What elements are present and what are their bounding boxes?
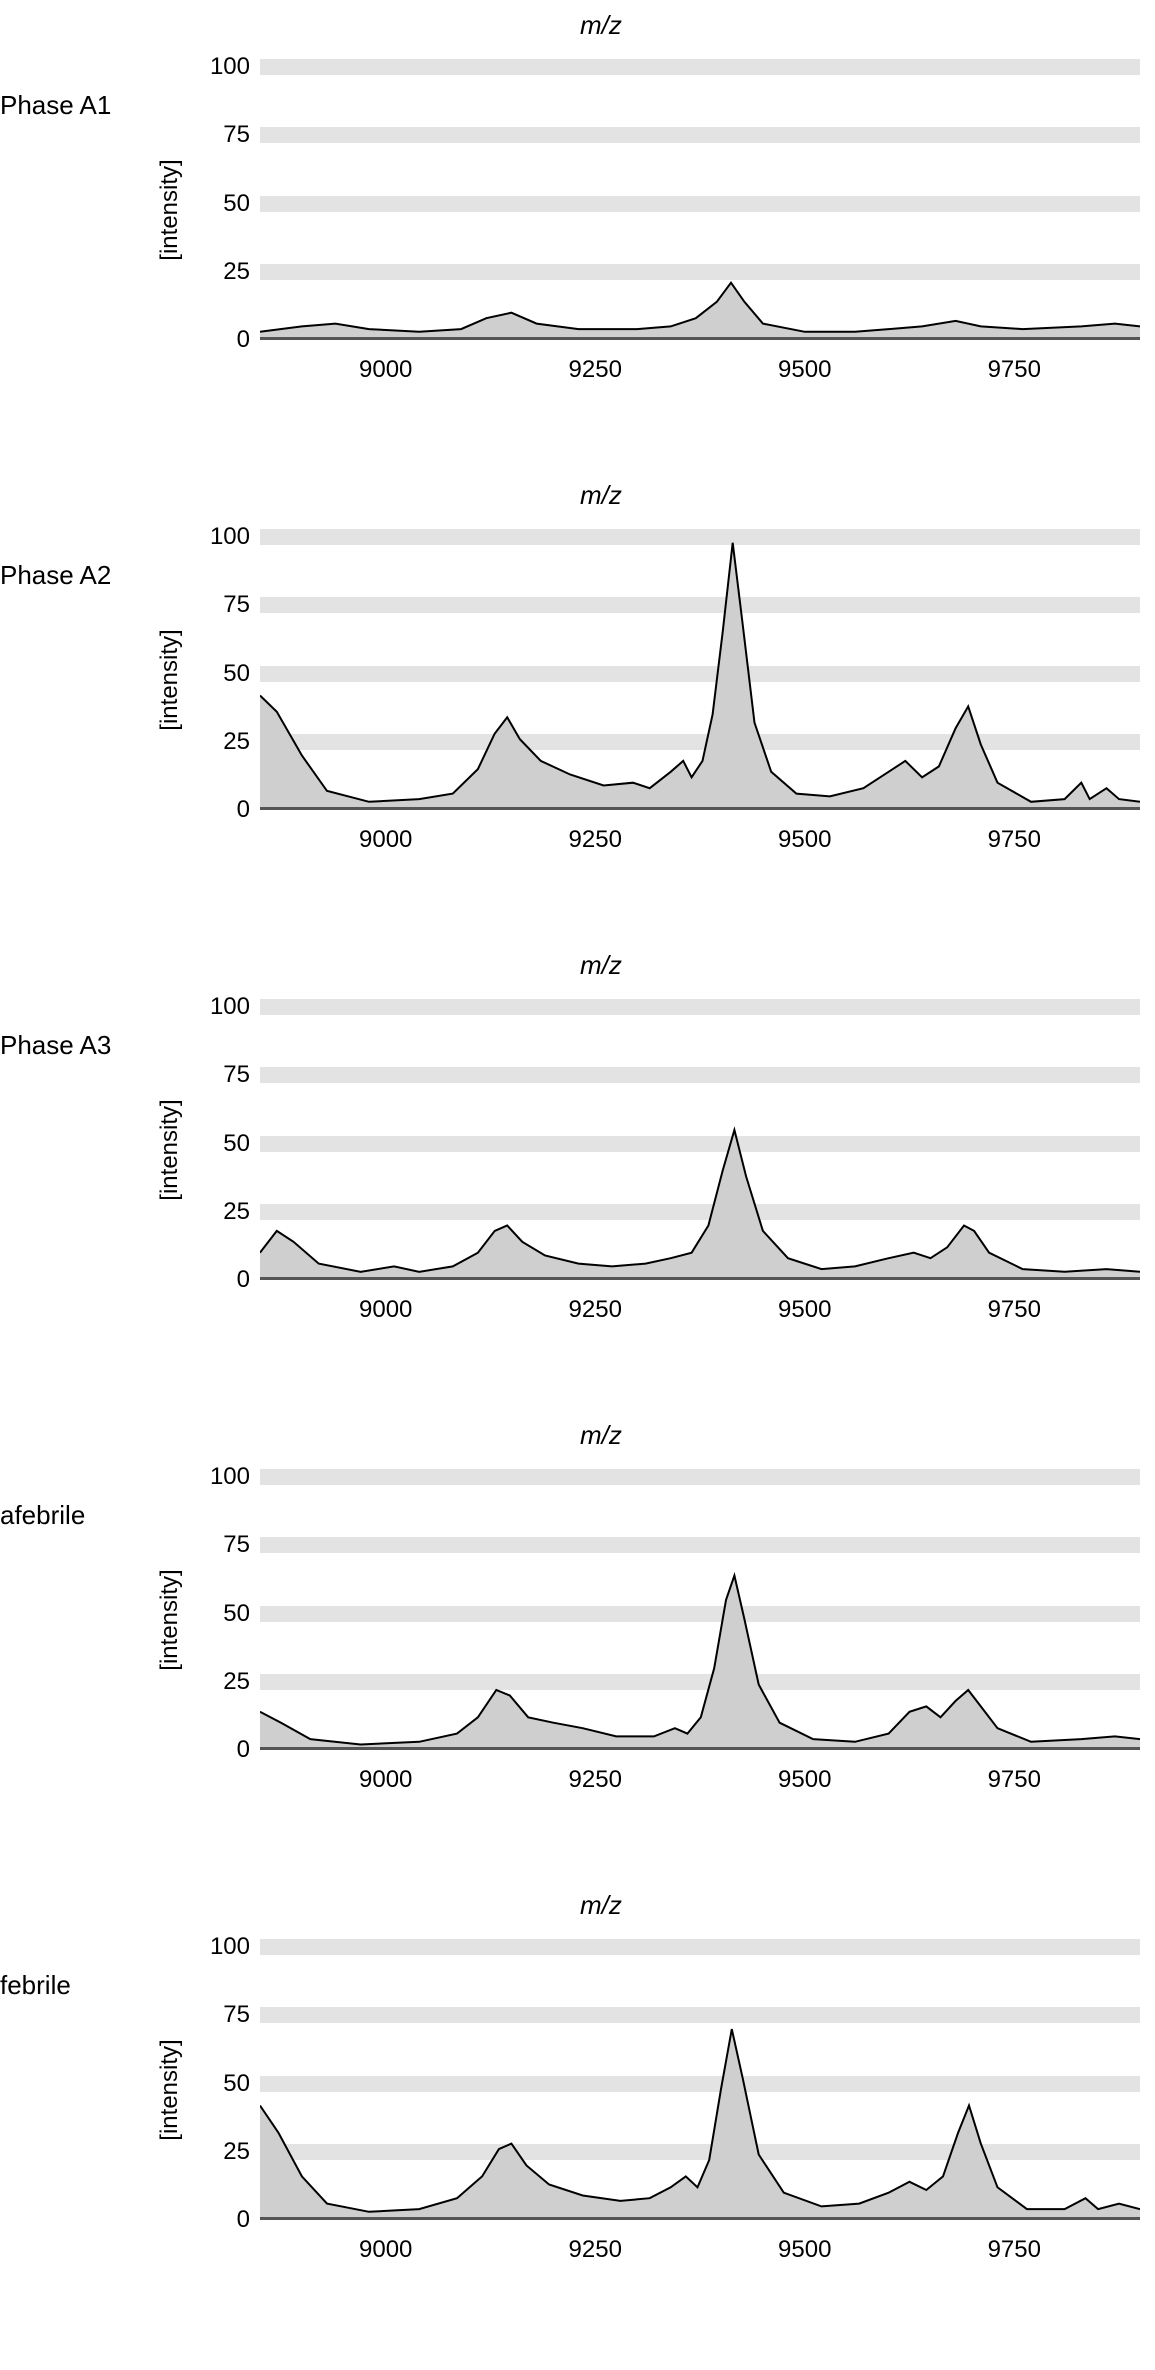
spectrum-line [260,1576,1140,1745]
x-ticks: 9000 9250 9500 9750 [260,1760,1140,1800]
mz-title: m/z [580,1420,622,1451]
y-tick: 0 [237,1736,250,1764]
x-tick: 9500 [778,1766,831,1794]
y-tick: 50 [223,1600,250,1628]
x-tick: 9000 [359,1296,412,1324]
mz-title: m/z [580,10,622,41]
x-tick: 9750 [988,1766,1041,1794]
x-tick: 9250 [569,356,622,384]
x-tick: 9750 [988,1296,1041,1324]
y-tick: 25 [223,1668,250,1696]
mz-title: m/z [580,1890,622,1921]
y-ticks: 0255075100 [195,510,250,810]
spectrum-svg [260,1920,1140,2220]
spectra-figure: Phase A1 m/z [intensity] 0 25 50 75 100 9000 9250… [0,10,1155,2290]
spectrum-fill [260,2029,1140,2220]
y-tick: 0 [237,796,250,824]
panel-label: Phase A2 [0,560,130,591]
spectrum-svg [260,40,1140,340]
mz-title: m/z [580,950,622,981]
x-tick: 9000 [359,1766,412,1794]
panel-3: afebrile m/z [intensity] 0 25 50 75 100 9000 9250… [0,1420,1155,1820]
y-tick: 75 [223,121,250,149]
x-tick: 9500 [778,2236,831,2264]
spectrum-svg [260,510,1140,810]
panel-0: Phase A1 m/z [intensity] 0 25 50 75 100 9000 9250… [0,10,1155,410]
mz-title: m/z [580,480,622,511]
y-axis-label: [intensity] [156,2039,184,2140]
panel-label: afebrile [0,1500,130,1531]
y-axis-label: [intensity] [156,1099,184,1200]
y-tick: 50 [223,2070,250,2098]
y-tick: 75 [223,591,250,619]
x-tick: 9500 [778,1296,831,1324]
panel-label: Phase A1 [0,90,130,121]
y-tick: 75 [223,1531,250,1559]
y-tick: 75 [223,2001,250,2029]
x-tick: 9000 [359,826,412,854]
y-axis-label: [intensity] [156,629,184,730]
panel-4: febrilem/z[intensity]0255075100900092509… [0,1890,1155,2290]
y-tick: 25 [223,2138,250,2166]
x-tick: 9750 [988,2236,1041,2264]
y-tick: 50 [223,1130,250,1158]
panel-2: Phase A3 m/z [intensity] 0 25 50 75 100 9000 9250… [0,950,1155,1350]
spectrum-fill [260,283,1140,340]
y-ticks: 0255075100 [195,980,250,1280]
x-tick: 9250 [569,2236,622,2264]
y-tick: 25 [223,1198,250,1226]
x-tick: 9250 [569,1296,622,1324]
x-tick: 9750 [988,826,1041,854]
x-tick: 9750 [988,356,1041,384]
panel-1: Phase A2 m/z [intensity] 0 25 50 75 100 9000 9250… [0,480,1155,880]
y-tick: 25 [223,258,250,286]
panel-label: Phase A3 [0,1030,130,1061]
plot-area [260,1920,1140,2220]
x-ticks: 9000 9250 9500 9750 [260,1290,1140,1330]
y-ticks: 0255075100 [195,1450,250,1750]
spectrum-svg [260,980,1140,1280]
x-ticks: 9000 9250 9500 9750 [260,2230,1140,2270]
x-tick: 9000 [359,356,412,384]
y-tick: 0 [237,326,250,354]
y-ticks: 0255075100 [195,1920,250,2220]
y-tick: 100 [210,1933,250,1961]
y-tick: 50 [223,660,250,688]
y-tick: 100 [210,53,250,81]
spectrum-line [260,543,1140,802]
x-tick: 9500 [778,356,831,384]
y-tick: 50 [223,190,250,218]
x-tick: 9500 [778,826,831,854]
plot-area [260,510,1140,810]
y-tick: 0 [237,1266,250,1294]
y-ticks: 0255075100 [195,40,250,340]
y-tick: 75 [223,1061,250,1089]
y-axis-label: [intensity] [156,159,184,260]
plot-area [260,1450,1140,1750]
plot-area [260,980,1140,1280]
x-ticks: 9000 9250 9500 9750 [260,820,1140,860]
y-tick: 100 [210,993,250,1021]
spectrum-fill [260,1576,1140,1751]
spectrum-svg [260,1450,1140,1750]
y-tick: 100 [210,523,250,551]
y-tick: 0 [237,2206,250,2234]
plot-area [260,40,1140,340]
y-tick: 100 [210,1463,250,1491]
x-tick: 9000 [359,2236,412,2264]
panel-label: febrile [0,1970,130,2001]
spectrum-fill [260,543,1140,810]
x-tick: 9250 [569,1766,622,1794]
x-tick: 9250 [569,826,622,854]
y-tick: 25 [223,728,250,756]
x-ticks: 9000 9250 9500 9750 [260,350,1140,390]
spectrum-fill [260,1130,1140,1280]
y-axis-label: [intensity] [156,1569,184,1670]
